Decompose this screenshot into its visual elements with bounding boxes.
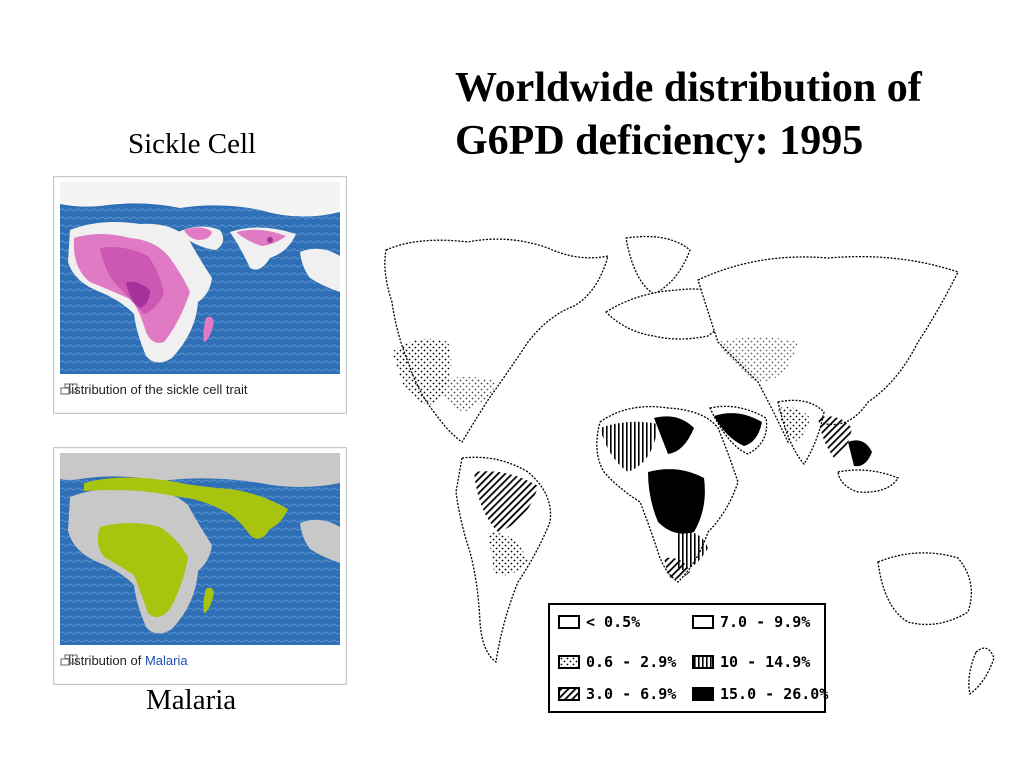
legend-item: 10 - 14.9% [692,653,810,671]
sickle-cell-label: Sickle Cell [128,128,257,160]
enlarge-icon[interactable] [60,654,78,666]
legend-label: 15.0 - 26.0% [720,685,829,703]
swatch-empty [692,615,714,629]
map-legend: < 0.5% 7.0 - 9.9% 0.6 - 2.9% 10 - 14.9% … [548,603,828,713]
legend-item: 3.0 - 6.9% [558,685,676,703]
legend-item: < 0.5% [558,613,640,631]
swatch-vertical-lines [692,655,714,669]
legend-label: 0.6 - 2.9% [586,653,677,671]
title-line-1: Worldwide distribution of [455,65,922,111]
legend-label: < 0.5% [586,613,641,631]
legend-label: 7.0 - 9.9% [720,613,811,631]
enlarge-icon[interactable] [60,383,78,395]
title-line-2: G6PD deficiency: 1995 [455,118,864,164]
legend-item: 0.6 - 2.9% [558,653,676,671]
malaria-label: Malaria [146,684,237,716]
swatch-diagonal-lines [558,687,580,701]
g6pd-world-map [384,235,995,696]
legend-item: 15.0 - 26.0% [692,685,828,703]
legend-item: 7.0 - 9.9% [692,613,810,631]
malaria-map-panel[interactable]: distribution of Malaria [53,447,347,685]
legend-label: 10 - 14.9% [720,653,811,671]
malaria-link[interactable]: Malaria [144,653,188,668]
malaria-caption: distribution of Malaria [64,653,188,668]
sickle-cell-map [60,182,340,374]
malaria-caption-text: distribution of [64,653,145,668]
page-title: Worldwide distribution of G6PD deficienc… [455,62,1015,168]
legend-label: 3.0 - 6.9% [586,685,677,703]
swatch-solid [692,687,714,701]
malaria-map [60,453,340,645]
sickle-cell-map-panel[interactable]: distribution of the sickle cell trait [53,176,347,414]
swatch-empty [558,615,580,629]
swatch-dots [558,655,580,669]
sickle-cell-caption: distribution of the sickle cell trait [64,382,248,397]
